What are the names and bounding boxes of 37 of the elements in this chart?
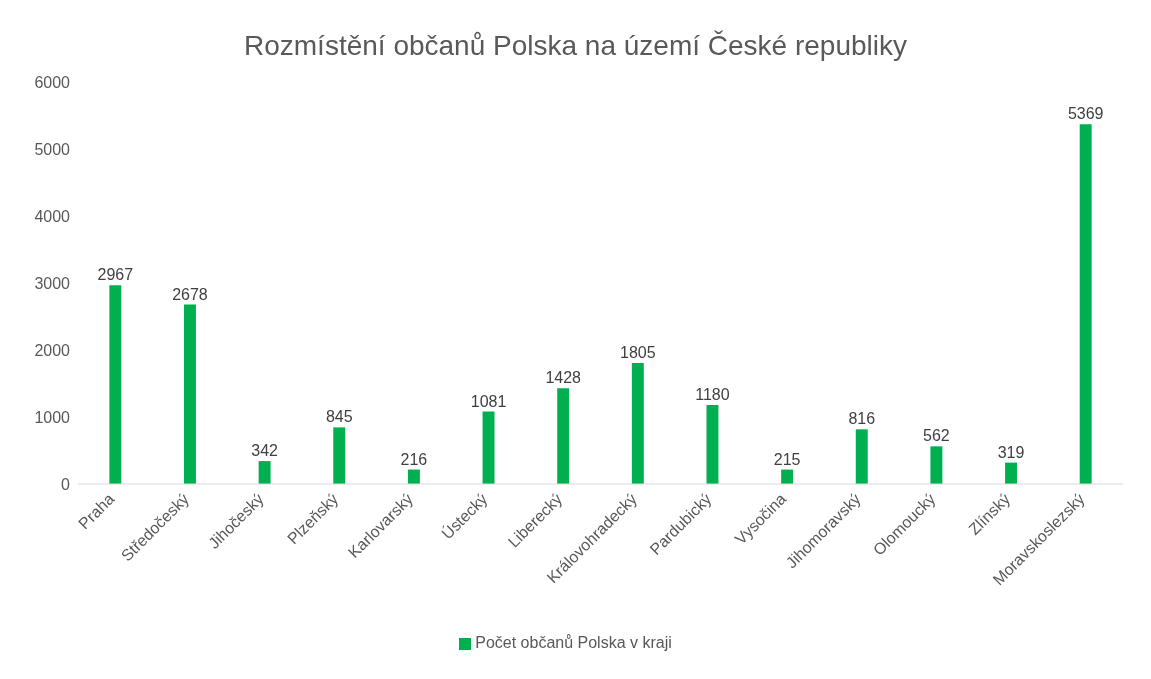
bar	[631, 363, 644, 484]
y-tick-label: 0	[61, 475, 71, 493]
data-label: 319	[997, 443, 1025, 461]
data-label: 562	[923, 427, 950, 445]
bar	[109, 285, 122, 484]
bar	[183, 304, 196, 484]
bar	[855, 429, 868, 484]
y-tick-label: 6000	[34, 73, 71, 91]
bar	[557, 388, 570, 484]
bar	[333, 427, 346, 484]
y-tick-label: 4000	[34, 207, 71, 225]
data-label: 1805	[620, 344, 656, 362]
y-tick-label: 3000	[34, 274, 71, 292]
data-label: 816	[848, 410, 876, 428]
y-tick-label: 5000	[34, 140, 71, 158]
bar	[1079, 124, 1092, 484]
bar	[930, 446, 943, 484]
data-label: 215	[773, 450, 801, 468]
bar	[1005, 462, 1018, 484]
bar	[407, 469, 420, 484]
data-label: 1428	[545, 369, 582, 387]
bar	[482, 411, 495, 484]
data-label: 1180	[695, 385, 730, 403]
data-label: 1081	[470, 392, 507, 410]
data-label: 2678	[172, 285, 208, 303]
y-tick-label: 1000	[34, 408, 71, 426]
data-label: 216	[400, 450, 428, 468]
bar	[781, 469, 794, 484]
data-label: 5369	[1067, 105, 1104, 123]
data-label: 2967	[97, 266, 134, 284]
legend-label: Počet občanů Polska v kraji	[475, 634, 672, 651]
data-label: 845	[325, 408, 353, 426]
bar	[706, 404, 719, 484]
bar	[258, 461, 271, 484]
chart-title: Rozmístění občanů Polska na území České republiky	[243, 30, 908, 62]
data-label: 342	[251, 442, 279, 460]
y-tick-label: 2000	[34, 341, 71, 359]
